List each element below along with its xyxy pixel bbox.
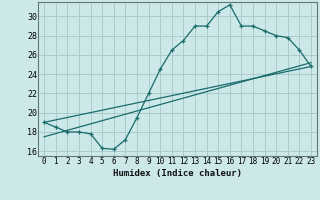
X-axis label: Humidex (Indice chaleur): Humidex (Indice chaleur) <box>113 169 242 178</box>
